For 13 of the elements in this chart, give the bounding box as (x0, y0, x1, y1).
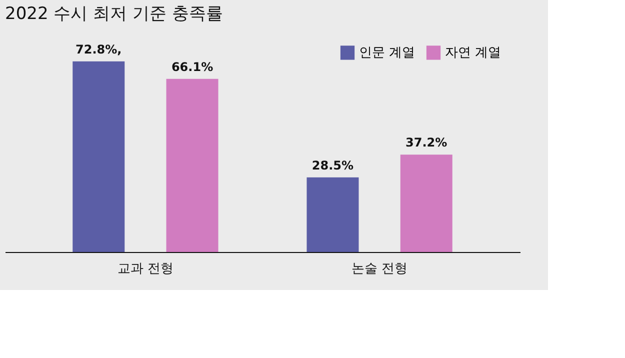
bar (166, 78, 218, 252)
data-label: 28.5% (312, 158, 354, 172)
chart-title: 2022 수시 최저 기준 충족률 (5, 4, 223, 24)
bar (400, 154, 452, 252)
bar (72, 61, 125, 252)
data-label: 66.1% (171, 60, 214, 74)
legend-label: 자연 계열 (445, 46, 502, 61)
bar (306, 177, 359, 252)
data-label: 72.8%, (76, 42, 122, 56)
x-tick-label: 논술 전형 (351, 262, 408, 276)
data-label: 37.2% (406, 136, 448, 150)
x-tick-label: 교과 전형 (117, 262, 174, 276)
legend-label: 인문 계열 (359, 46, 416, 61)
